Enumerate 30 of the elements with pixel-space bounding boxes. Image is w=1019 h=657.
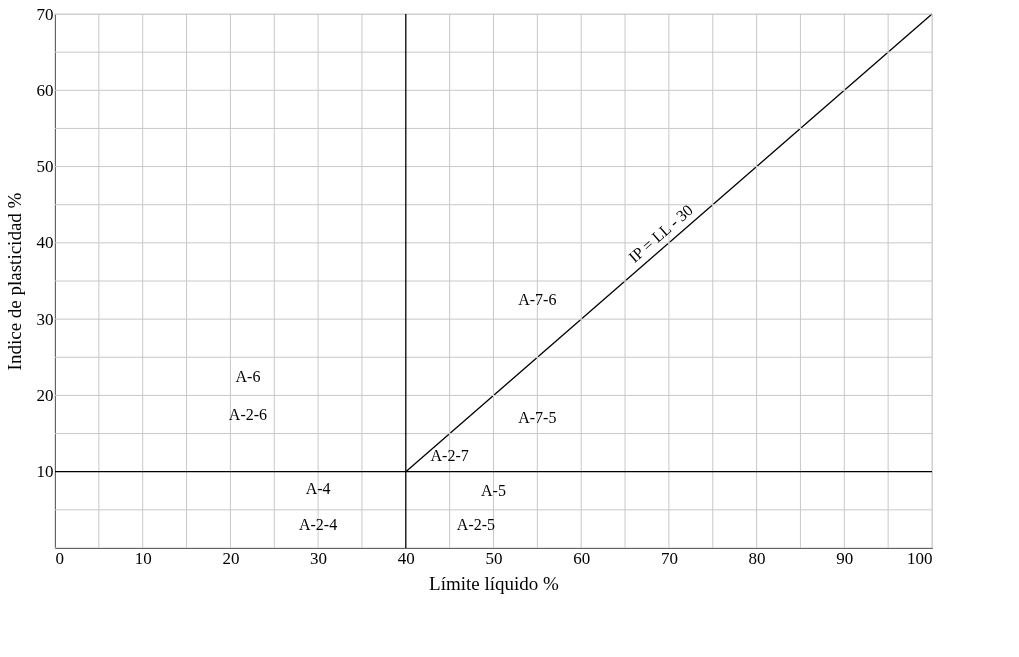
annotation: A-6: [235, 368, 261, 386]
annotation: A-7-5: [518, 409, 557, 427]
y-tick-label: 50: [36, 157, 54, 177]
x-tick-label: 90: [836, 548, 854, 568]
x-tick-label: 10: [134, 548, 152, 568]
annotation: A-2-7: [430, 447, 469, 465]
x-tick-label: 40: [397, 548, 415, 568]
annotation: A-2-6: [228, 405, 268, 423]
y-tick-label: 60: [36, 80, 54, 100]
y-tick-label: 40: [36, 233, 54, 253]
annotation: A-5: [481, 481, 506, 499]
x-tick-label: 60: [573, 548, 591, 568]
x-axis-title: Límite líquido %: [429, 572, 560, 594]
x-tick-label: 80: [748, 548, 766, 568]
x-tick-label: 20: [222, 548, 240, 568]
x-tick-label: 0: [55, 548, 64, 568]
x-tick-label: 70: [660, 548, 678, 568]
annotation: A-2-5: [456, 516, 496, 534]
y-tick-label: 70: [36, 4, 54, 24]
y-axis-title: Indice de plasticidad %: [3, 192, 25, 371]
x-tick-label: 30: [310, 548, 328, 568]
y-tick-label: 20: [36, 385, 54, 405]
y-tick-label: 10: [36, 462, 54, 482]
annotation: IP = LL - 30: [625, 201, 697, 266]
annotation: A-7-6: [518, 290, 557, 308]
x-tick-label: 50: [485, 548, 503, 568]
y-tick-label: 30: [36, 309, 54, 329]
x-tick-label: 100: [907, 548, 933, 568]
annotation: A-2-4: [298, 516, 338, 534]
annotation: A-4: [305, 480, 331, 498]
